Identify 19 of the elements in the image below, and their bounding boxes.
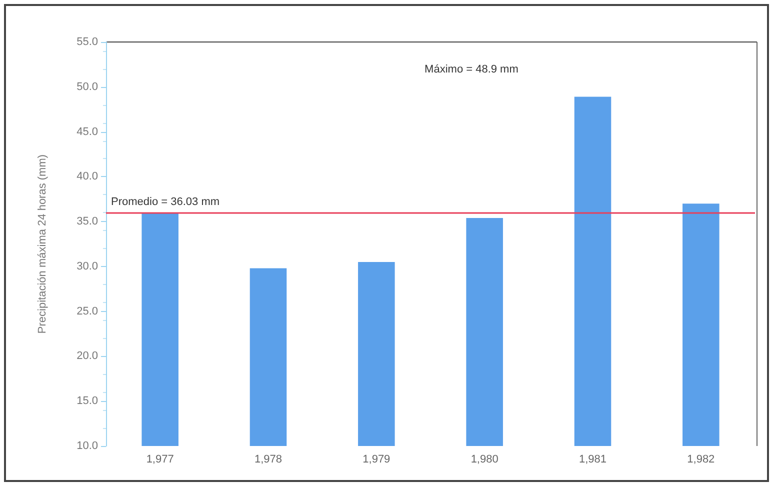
y-tick-label: 50.0 xyxy=(76,80,98,93)
y-tick-label: 20.0 xyxy=(76,350,98,362)
x-tick-label: 1,980 xyxy=(470,454,498,466)
x-tick-label: 1,978 xyxy=(254,454,282,466)
y-tick-label: 25.0 xyxy=(76,305,98,318)
y-tick-label: 15.0 xyxy=(76,395,98,408)
x-tick-label: 1,979 xyxy=(362,454,390,466)
y-axis-title: Precipitación máxima 24 horas (mm) xyxy=(36,154,48,334)
y-tick-label: 30.0 xyxy=(76,260,98,272)
annotation: Máximo = 48.9 mm xyxy=(424,64,518,76)
y-tick-label: 35.0 xyxy=(76,216,98,228)
y-tick-label: 40.0 xyxy=(76,170,98,183)
y-tick-label: 45.0 xyxy=(76,126,98,138)
y-tick-label: 10.0 xyxy=(76,440,98,452)
ref-line-label: Promedio = 36.03 mm xyxy=(111,196,220,208)
x-tick-label: 1,982 xyxy=(687,454,715,466)
x-tick-label: 1,977 xyxy=(146,454,174,466)
x-tick-label: 1,981 xyxy=(578,454,607,466)
y-tick-label: 55.0 xyxy=(76,36,98,48)
